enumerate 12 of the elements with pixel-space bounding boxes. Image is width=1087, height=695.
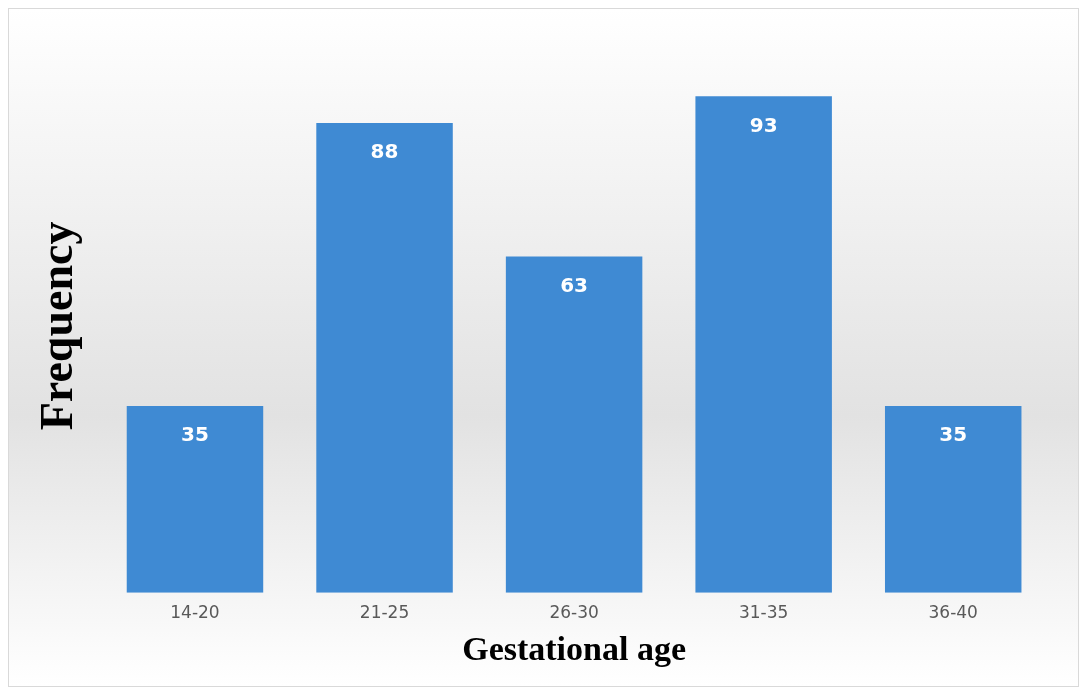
x-tick-label: 21-25 (359, 602, 410, 623)
x-tick-label: 14-20 (170, 602, 220, 623)
data-label: 93 (749, 112, 778, 137)
data-label: 35 (939, 422, 968, 447)
x-tick-label: 36-40 (928, 602, 978, 623)
data-label: 88 (370, 139, 399, 164)
x-axis-title: Gestational age (462, 630, 687, 668)
data-label: 35 (181, 422, 209, 447)
y-axis-title: Frequency (31, 221, 83, 431)
x-tick-label: 26-30 (549, 602, 599, 623)
data-label: 63 (560, 272, 589, 297)
x-tick-label: 31-35 (738, 602, 789, 623)
